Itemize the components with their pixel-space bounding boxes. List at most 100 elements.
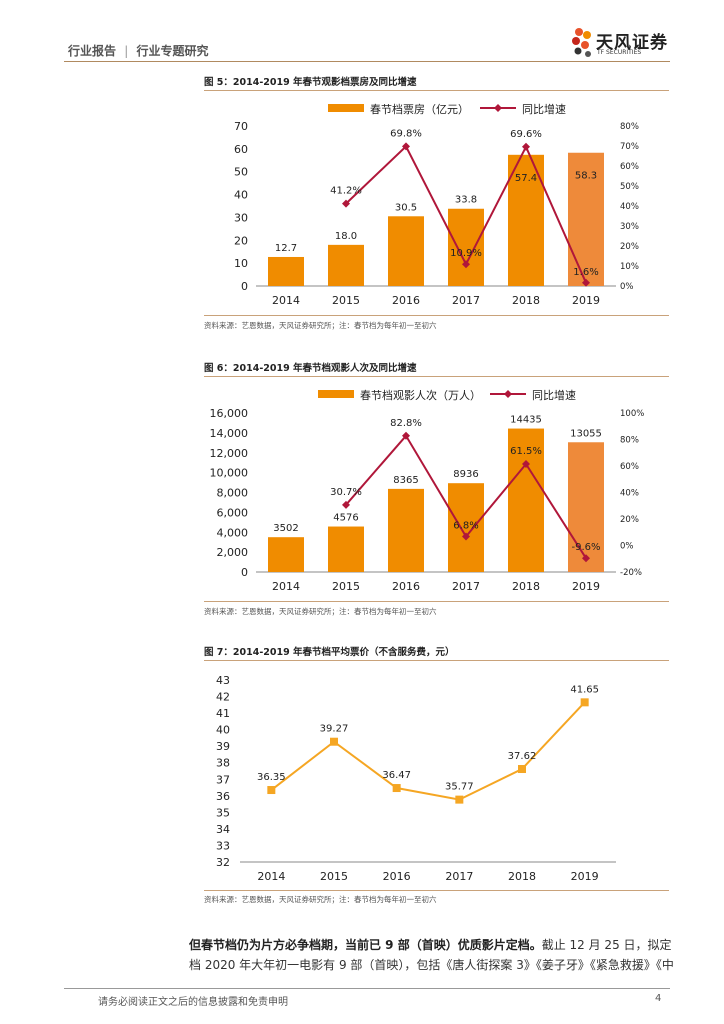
avg-price-label: 37.62 [508, 751, 537, 762]
x-axis-tick-label: 2014 [272, 294, 300, 307]
bar [448, 483, 484, 572]
figure-5-title: 图 5：2014-2019 年春节观影档票房及同比增速 [204, 77, 417, 88]
x-axis-tick-label: 2015 [332, 294, 360, 307]
figure-7-source: 资料来源：艺恩数据，天风证券研究所；注：春节档为每年初一至初六 [204, 895, 437, 904]
header-divider [64, 61, 670, 62]
bar [508, 154, 544, 286]
figure-6-divider [204, 376, 669, 377]
legend-line-marker [504, 390, 512, 398]
y2-axis-tick-label: 80% [620, 436, 639, 446]
header-breadcrumb: 行业报告 | 行业专题研究 [68, 42, 208, 59]
growth-marker [342, 199, 350, 208]
avg-price-marker [392, 784, 401, 793]
y-axis-tick-label: 0 [241, 566, 248, 579]
bar [328, 244, 364, 286]
y-axis-tick-label: 32 [216, 856, 230, 869]
x-axis-tick-label: 2015 [320, 870, 348, 883]
legend-bar-swatch [318, 390, 354, 398]
y-axis-tick-label: 39 [216, 740, 230, 753]
avg-price-marker [518, 765, 526, 774]
growth-value-label: 10.9% [450, 248, 482, 259]
y-axis-tick-label: 43 [216, 674, 230, 687]
bar [508, 428, 544, 572]
x-axis-tick-label: 2015 [332, 580, 360, 593]
logo-mark-icon [572, 28, 591, 57]
y2-axis-tick-label: 70% [620, 142, 639, 152]
bar-value-label: 18.0 [335, 231, 357, 242]
y-axis-tick-label: 37 [216, 773, 230, 786]
avg-price-marker [455, 795, 464, 804]
y-axis-tick-label: 0 [241, 280, 248, 293]
y2-axis-tick-label: 0% [620, 542, 634, 552]
y-axis-tick-label: 60 [234, 143, 248, 156]
bar [268, 537, 304, 572]
y2-axis-tick-label: 20% [620, 242, 639, 252]
y2-axis-tick-label: 10% [620, 262, 639, 272]
figure-5-divider [204, 90, 669, 91]
y-axis-tick-label: 42 [216, 691, 230, 704]
x-axis-tick-label: 2016 [383, 870, 411, 883]
body-line-1: 但春节档仍为片方必争档期，当前已 9 部（首映）优质影片定档。截止 12 月 2… [189, 935, 683, 955]
report-subtype: 行业专题研究 [136, 44, 209, 58]
growth-marker [402, 142, 410, 151]
x-axis-tick-label: 2019 [572, 580, 600, 593]
x-axis-tick-label: 2014 [272, 580, 300, 593]
y-axis-tick-label: 4,000 [217, 526, 249, 539]
avg-price-label: 41.65 [570, 684, 599, 695]
x-axis-tick-label: 2018 [512, 580, 540, 593]
growth-value-label: -9.6% [571, 542, 600, 553]
bar-value-label: 30.5 [395, 202, 417, 213]
y2-axis-tick-label: 60% [620, 462, 639, 472]
growth-marker [522, 460, 530, 469]
growth-marker [522, 142, 530, 151]
growth-value-label: 6.8% [453, 520, 478, 531]
avg-price-label: 39.27 [320, 724, 349, 735]
avg-price-marker [267, 786, 276, 795]
y-axis-tick-label: 2,000 [217, 546, 249, 559]
y-axis-tick-label: 8,000 [217, 487, 249, 500]
figure-6-chart: 春节档观影人次（万人） 同比增速 16,000 14,000 12,000 10,000 8… [210, 388, 645, 593]
figure-7-bottom-divider [204, 890, 669, 891]
bar [388, 216, 424, 286]
company-name-cn: 天风证券 [596, 33, 668, 53]
y-axis-tick-label: 14,000 [210, 427, 249, 440]
y-axis-tick-label: 40 [216, 724, 230, 737]
report-type: 行业报告 [68, 44, 117, 58]
body-line-1-rest: 截止 12 月 25 日，拟定 [541, 938, 672, 952]
bar [388, 488, 424, 572]
bar-value-label: 4576 [333, 513, 358, 524]
figure-6-source: 资料来源：艺恩数据，天风证券研究所；注：春节档为每年初一至初六 [204, 607, 437, 616]
growth-marker [462, 260, 470, 269]
bar-value-label: 33.8 [455, 195, 477, 206]
y-axis-tick-label: 38 [216, 757, 230, 770]
bar [448, 208, 484, 286]
y-axis-tick-label: 34 [216, 823, 230, 836]
y-axis-tick-label: 6,000 [217, 506, 249, 519]
figure-5-bottom-divider [204, 315, 669, 316]
footer-divider [64, 988, 670, 989]
avg-price-label: 36.35 [257, 772, 286, 783]
bar-value-label: 13055 [570, 428, 602, 439]
growth-marker [582, 278, 590, 287]
growth-marker [342, 500, 350, 509]
y-axis-tick-label: 41 [216, 707, 230, 720]
y2-axis-tick-label: 20% [620, 515, 639, 525]
growth-value-label: 61.5% [510, 446, 542, 457]
figure-7-chart: 43 42 41 40 39 38 37 36 35 34 33 32 36.35 2014 39.27 20… [216, 674, 616, 883]
legend-bar-label: 春节档观影人次（万人） [360, 388, 481, 402]
legend-line-marker [494, 104, 502, 112]
bar [568, 442, 604, 572]
x-axis-tick-label: 2018 [508, 870, 536, 883]
growth-marker [462, 532, 470, 541]
figure-6-title: 图 6：2014-2019 年春节档观影人次及同比增速 [204, 363, 417, 374]
x-axis-tick-label: 2014 [257, 870, 285, 883]
body-bold-lead: 但春节档仍为片方必争档期，当前已 9 部（首映）优质影片定档。 [189, 938, 542, 952]
y-axis-tick-label: 16,000 [210, 407, 249, 420]
x-axis-tick-label: 2018 [512, 294, 540, 307]
header-separator: | [124, 44, 129, 58]
legend-line-label: 同比增速 [532, 388, 576, 402]
y2-axis-tick-label: 50% [620, 182, 639, 192]
body-line-2: 档 2020 年大年初一电影有 9 部（首映），包括《唐人街探案 3》《姜子牙》… [189, 958, 674, 972]
y-axis-tick-label: 50 [234, 166, 248, 179]
